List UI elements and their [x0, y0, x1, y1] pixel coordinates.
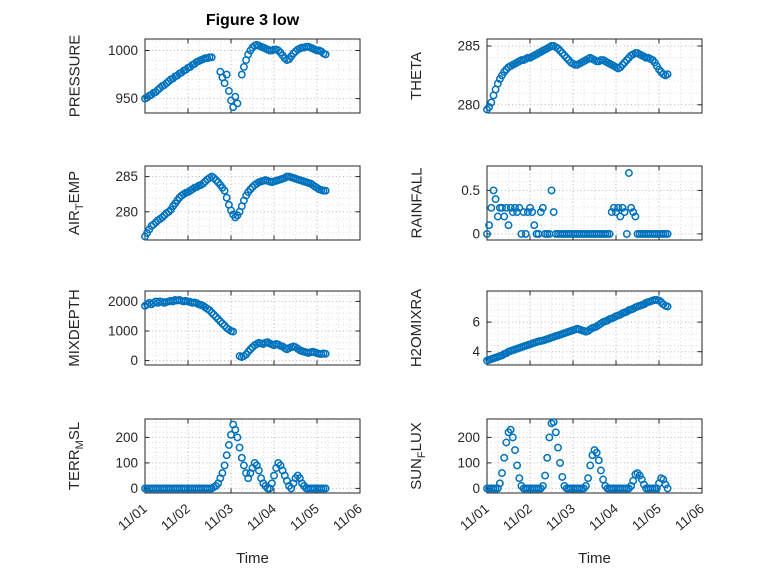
y-tick-label: 0	[130, 481, 138, 496]
x-tick-label: 11/06	[330, 501, 365, 534]
axes-box	[144, 290, 361, 366]
y-tick-label: 0	[472, 226, 480, 241]
minor-grid	[145, 39, 360, 113]
tick-marks	[144, 166, 361, 240]
axes-box	[144, 165, 361, 241]
y-tick-label: 280	[457, 97, 480, 112]
subplot-air-temp: AIRTEMP 280 285	[60, 163, 366, 249]
y-tick-label: 1000	[108, 43, 138, 58]
y-tick-label: 0	[130, 353, 138, 368]
y-tick-label: 0	[472, 481, 480, 496]
y-axis-label-air-temp: AIRTEMP	[66, 170, 87, 236]
x-tick-label: 11/02	[158, 501, 193, 534]
y-axis-label-h2omixra: H2OMIXRA	[408, 288, 426, 368]
minor-grid	[145, 419, 360, 493]
axes-box	[486, 38, 703, 114]
x-tick-label: 11/04	[244, 500, 279, 533]
x-axis-label-left: Time	[236, 550, 269, 567]
x-tick-label: 11/04	[586, 500, 621, 533]
axes-box	[486, 418, 703, 494]
tick-marks	[144, 39, 361, 113]
x-tick-label: 11/01	[457, 501, 492, 534]
y-tick-label: 0.5	[461, 183, 480, 198]
tick-marks	[486, 291, 703, 365]
axes-box	[144, 418, 361, 494]
scatter-markers	[483, 42, 672, 114]
x-axis-label-right: Time	[578, 550, 611, 567]
scatter-markers	[483, 418, 672, 493]
x-tick-label: 11/01	[115, 501, 150, 534]
subplot-terr-msl: TERRMSL 0 100 200 11/01 11/02 11/03 11/04 11/05…	[60, 416, 366, 578]
y-axis-label-theta: THETA	[408, 51, 425, 101]
y-axis-label-sun-flux: SUNFLUX	[408, 422, 428, 490]
y-tick-label: 100	[115, 455, 138, 470]
axes-box	[144, 38, 361, 114]
y-tick-label: 950	[115, 91, 138, 106]
scatter-markers	[483, 169, 672, 238]
subplot-sun-flux: SUNFLUX 0 100 200 11/01 11/02 11/03 11/04 11/05…	[402, 416, 708, 578]
y-axis-label-mixdepth: MIXDEPTH	[66, 289, 84, 367]
x-tick-label: 11/06	[672, 501, 707, 534]
scatter-markers	[141, 420, 330, 493]
subplot-theta: THETA 280 285	[402, 36, 708, 122]
y-axis-label-rainfall: RAINFALL	[408, 167, 425, 239]
axes-box	[486, 290, 703, 366]
plot-area-theta: 280 285	[457, 38, 703, 114]
scatter-markers	[141, 295, 330, 361]
axes-box	[486, 165, 703, 241]
y-tick-label: 2000	[108, 294, 138, 309]
scatter-markers	[141, 40, 330, 112]
plot-area-terr-msl: 0 100 200 11/01 11/02 11/03 11/04 11/05 11/06	[115, 418, 365, 534]
y-axis-label-terr-msl: TERRMSL	[66, 421, 86, 491]
subplot-pressure: PRESSURE 950 1000	[60, 34, 366, 122]
minor-grid	[487, 166, 702, 240]
y-tick-label: 285	[115, 169, 138, 184]
y-tick-label: 1000	[108, 324, 138, 339]
plot-area-h2omixra: 46	[472, 290, 703, 366]
x-tick-label: 11/03	[201, 501, 236, 534]
x-tick-label: 11/02	[500, 501, 535, 534]
plot-area-mixdepth: 0 1000 2000	[108, 290, 361, 368]
y-tick-label: 285	[457, 39, 480, 54]
y-tick-label: 280	[115, 204, 138, 219]
y-tick-label: 200	[457, 430, 480, 445]
y-tick-label: 6	[472, 315, 480, 330]
y-tick-label: 200	[115, 430, 138, 445]
x-tick-label: 11/05	[287, 501, 322, 534]
minor-grid	[145, 291, 360, 365]
x-tick-label: 11/03	[543, 501, 578, 534]
plot-area-rainfall: 00.5	[461, 165, 703, 241]
y-axis-label-pressure: PRESSURE	[66, 34, 83, 118]
plot-area-sun-flux: 0 100 200 11/01 11/02 11/03 11/04 11/05 11/06	[457, 418, 707, 534]
scatter-markers	[483, 295, 672, 365]
y-tick-label: 100	[457, 455, 480, 470]
plot-area-air-temp: 280 285	[115, 165, 361, 241]
y-tick-label: 4	[472, 344, 480, 359]
scatter-markers	[141, 172, 330, 241]
plot-area-pressure: 950 1000	[108, 38, 361, 114]
figure-title: Figure 3 low	[205, 12, 300, 29]
subplot-mixdepth: MIXDEPTH 0 1000 2000	[60, 288, 366, 374]
x-tick-label: 11/05	[629, 501, 664, 534]
subplot-rainfall: RAINFALL 0 0.5	[402, 163, 708, 249]
